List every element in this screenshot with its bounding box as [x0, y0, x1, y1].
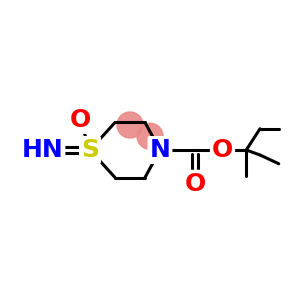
Text: N: N — [150, 138, 170, 162]
Text: S: S — [81, 138, 99, 162]
Text: O: O — [69, 108, 91, 132]
Text: O: O — [212, 138, 233, 162]
Text: HN: HN — [22, 138, 63, 162]
Text: O: O — [184, 172, 206, 196]
Circle shape — [137, 123, 163, 149]
Circle shape — [117, 112, 143, 138]
